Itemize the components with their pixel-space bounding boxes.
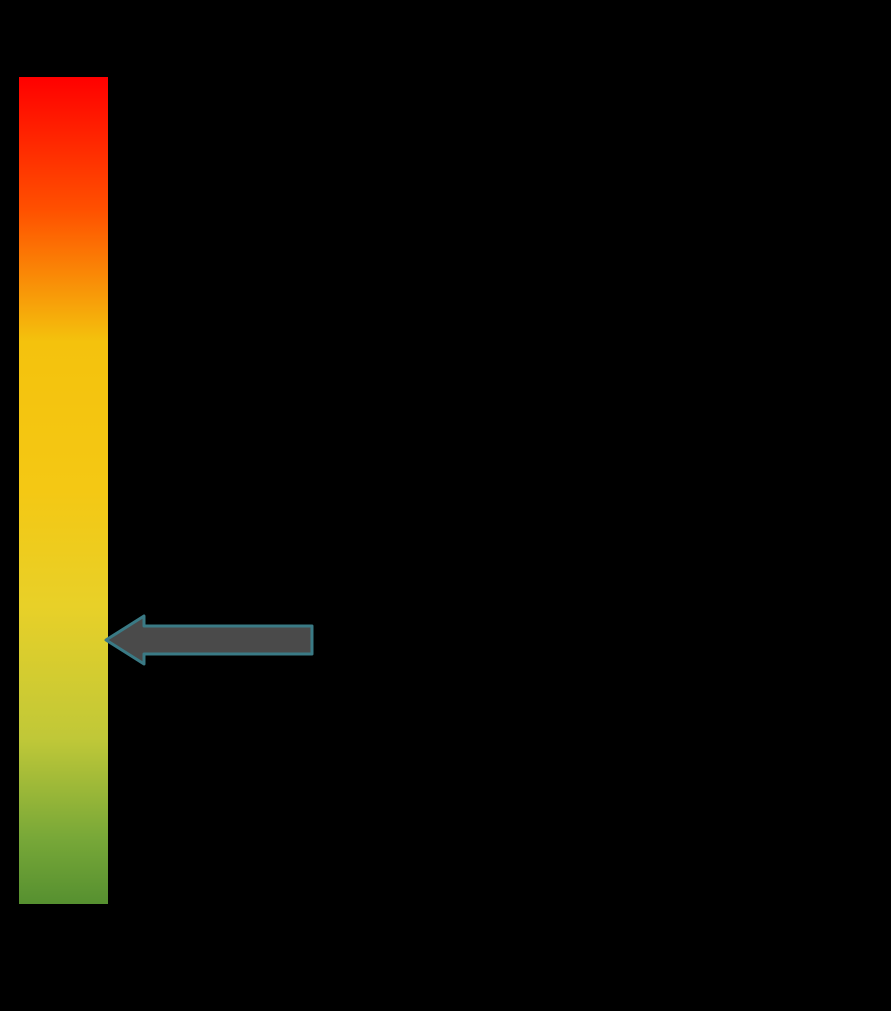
gradient-color-bar xyxy=(19,77,108,904)
arrow-left-icon xyxy=(104,614,314,666)
indicator-arrow xyxy=(104,614,314,666)
